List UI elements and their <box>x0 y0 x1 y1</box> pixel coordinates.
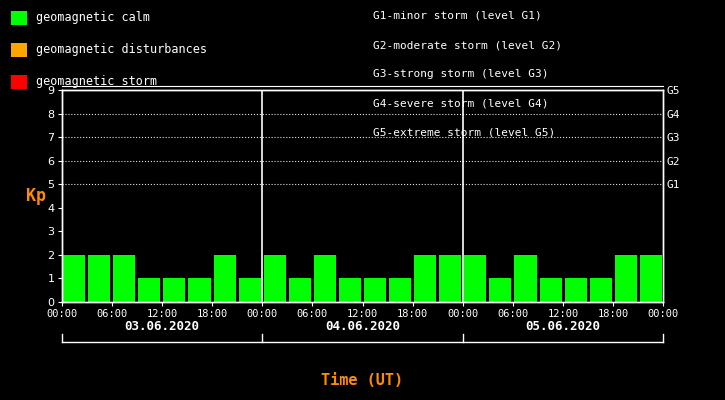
Bar <box>239 278 261 302</box>
Bar <box>314 255 336 302</box>
Bar <box>639 255 662 302</box>
Bar <box>289 278 311 302</box>
Bar <box>539 278 562 302</box>
Text: geomagnetic disturbances: geomagnetic disturbances <box>36 44 207 56</box>
Bar <box>163 278 186 302</box>
Bar <box>364 278 386 302</box>
Bar <box>389 278 411 302</box>
Bar <box>214 255 236 302</box>
Text: 03.06.2020: 03.06.2020 <box>125 320 199 332</box>
Bar <box>565 278 587 302</box>
Y-axis label: Kp: Kp <box>26 187 46 205</box>
Bar <box>515 255 536 302</box>
Bar <box>138 278 160 302</box>
Text: G4-severe storm (level G4): G4-severe storm (level G4) <box>373 99 549 109</box>
Text: G5-extreme storm (level G5): G5-extreme storm (level G5) <box>373 128 555 138</box>
Bar <box>414 255 436 302</box>
Text: G3-strong storm (level G3): G3-strong storm (level G3) <box>373 70 549 80</box>
Bar <box>88 255 110 302</box>
Bar <box>264 255 286 302</box>
Bar <box>589 278 612 302</box>
Text: 04.06.2020: 04.06.2020 <box>325 320 400 332</box>
Text: G1-minor storm (level G1): G1-minor storm (level G1) <box>373 11 542 21</box>
Bar <box>439 255 461 302</box>
Bar <box>188 278 210 302</box>
Bar <box>339 278 361 302</box>
Text: geomagnetic calm: geomagnetic calm <box>36 12 149 24</box>
Text: geomagnetic storm: geomagnetic storm <box>36 76 157 88</box>
Bar <box>63 255 86 302</box>
Bar <box>464 255 486 302</box>
Bar <box>113 255 136 302</box>
Text: Time (UT): Time (UT) <box>321 373 404 388</box>
Bar <box>615 255 637 302</box>
Text: 05.06.2020: 05.06.2020 <box>526 320 600 332</box>
Bar <box>489 278 511 302</box>
Text: G2-moderate storm (level G2): G2-moderate storm (level G2) <box>373 40 563 50</box>
